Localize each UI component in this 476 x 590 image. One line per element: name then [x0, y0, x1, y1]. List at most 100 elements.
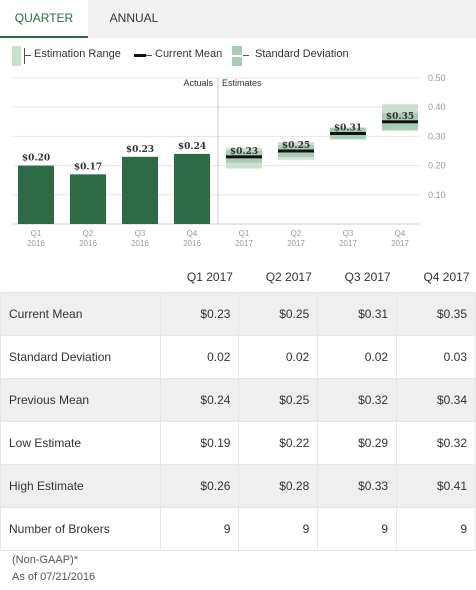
table-row: Current Mean $0.23 $0.25 $0.31 $0.35 [0, 291, 476, 336]
x-tick-year: 2017 [339, 239, 357, 248]
x-tick-quarter: Q4 [395, 229, 406, 238]
y-tick-label: 0.30 [428, 131, 446, 141]
estimate-value-label: $0.23 [230, 147, 258, 157]
x-tick-year: 2017 [235, 239, 253, 248]
header-q2-2017: Q2 2017 [238, 262, 318, 292]
estimate-mean-line [330, 131, 366, 135]
estimates-table: Q1 2017 Q2 2017 Q3 2017 Q4 2017 Current … [0, 262, 476, 551]
table-cell: $0.33 [317, 463, 398, 508]
legend-sd-label: Standard Deviation [255, 48, 349, 60]
x-tick-quarter: Q1 [239, 229, 250, 238]
estimate-mean-line [382, 120, 418, 124]
estimates-chart: 0.10 0.20 0.30 0.40 0.50 Actuals Estimates $… [12, 74, 446, 248]
table-row: Low Estimate $0.19 $0.22 $0.29 $0.32 [0, 420, 476, 465]
table-row: Standard Deviation 0.02 0.02 0.02 0.03 [0, 334, 476, 379]
table-cell: $0.32 [317, 377, 398, 422]
x-tick-year: 2017 [287, 239, 305, 248]
table-cell: $0.23 [159, 291, 240, 336]
legend-range-label: Estimation Range [34, 48, 121, 60]
row-label: Number of Brokers [0, 506, 161, 551]
table-cell: $0.26 [159, 463, 240, 508]
footer-notes: (Non-GAAP)* As of 07/21/2016 [12, 552, 95, 586]
tab-annual[interactable]: ANNUAL [109, 11, 159, 25]
sd-dash-icon [243, 55, 249, 56]
non-gaap-note: (Non-GAAP)* [12, 554, 79, 566]
table-row: Number of Brokers 9 9 9 9 [0, 506, 476, 551]
actual-value-label: $0.20 [22, 154, 50, 164]
header-q4-2017: Q4 2017 [396, 262, 476, 292]
table-cell: $0.19 [159, 420, 240, 465]
table-cell: 0.02 [159, 334, 240, 379]
table-cell: 0.03 [396, 334, 476, 379]
header-q1-2017: Q1 2017 [160, 262, 239, 292]
estimate-mean-line [226, 155, 262, 159]
x-tick-quarter: Q2 [83, 229, 94, 238]
table-cell: 0.02 [317, 334, 398, 379]
range-tick-icon [24, 48, 25, 64]
actual-value-label: $0.24 [178, 142, 206, 152]
table-cell: 0.02 [238, 334, 319, 379]
legend-mean-label: Current Mean [155, 48, 223, 60]
mean-line-icon [134, 54, 146, 57]
range-dash-icon [25, 55, 31, 56]
header-blank [0, 262, 161, 292]
actual-bar [18, 165, 54, 224]
estimates-label: Estimates [222, 78, 262, 88]
y-tick-label: 0.40 [428, 102, 446, 112]
table-row: High Estimate $0.26 $0.28 $0.33 $0.41 [0, 463, 476, 508]
row-label: Current Mean [0, 291, 161, 336]
estimate-value-label: $0.35 [386, 112, 414, 122]
table-cell: 9 [317, 506, 398, 551]
tab-quarter[interactable]: QUARTER [0, 0, 88, 38]
x-tick-year: 2016 [27, 239, 45, 248]
table-cell: $0.22 [238, 420, 319, 465]
actual-bar [174, 153, 210, 224]
chart-grid: 0.10 0.20 0.30 0.40 0.50 [12, 74, 446, 225]
table-cell: $0.28 [238, 463, 319, 508]
row-label: Standard Deviation [0, 334, 161, 379]
table-cell: $0.25 [238, 377, 319, 422]
row-label: Low Estimate [0, 420, 161, 465]
table-cell: $0.41 [396, 463, 476, 508]
x-tick-quarter: Q3 [135, 229, 146, 238]
table-cell: $0.25 [238, 291, 319, 336]
x-tick-quarter: Q2 [291, 229, 302, 238]
x-tick-year: 2017 [391, 239, 409, 248]
x-tick-year: 2016 [79, 239, 97, 248]
x-tick-year: 2016 [131, 239, 149, 248]
table-header-row: Q1 2017 Q2 2017 Q3 2017 Q4 2017 [0, 262, 476, 292]
table-cell: $0.31 [317, 291, 398, 336]
actuals-label: Actuals [183, 78, 213, 88]
table-cell: 9 [238, 506, 319, 551]
table-cell: $0.35 [396, 291, 476, 336]
actual-bar [70, 174, 106, 224]
period-tabs: QUARTER ANNUAL [0, 0, 476, 38]
actual-value-label: $0.23 [126, 145, 154, 155]
table-cell: $0.29 [317, 420, 398, 465]
estimate-value-label: $0.25 [282, 141, 310, 151]
actual-bar [122, 156, 158, 224]
table-cell: $0.32 [396, 420, 476, 465]
x-tick-year: 2016 [183, 239, 201, 248]
chart-marks: $0.20Q12016$0.17Q22016$0.23Q32016$0.24Q4… [18, 104, 418, 248]
range-swatch-icon [12, 46, 21, 66]
x-tick-quarter: Q1 [31, 229, 42, 238]
table-row: Previous Mean $0.24 $0.25 $0.32 $0.34 [0, 377, 476, 422]
y-tick-label: 0.10 [428, 190, 446, 200]
row-label: High Estimate [0, 463, 161, 508]
table-cell: 9 [159, 506, 240, 551]
header-q3-2017: Q3 2017 [317, 262, 397, 292]
estimates-table-wrap: Q1 2017 Q2 2017 Q3 2017 Q4 2017 Current … [0, 262, 476, 551]
x-tick-quarter: Q3 [343, 229, 354, 238]
sd-swatch-icon [232, 46, 242, 66]
y-tick-label: 0.50 [428, 74, 446, 83]
y-tick-label: 0.20 [428, 161, 446, 171]
estimate-mean-line [278, 149, 314, 153]
table-cell: $0.34 [396, 377, 476, 422]
x-tick-quarter: Q4 [187, 229, 198, 238]
mean-dash-icon [146, 55, 152, 56]
row-label: Previous Mean [0, 377, 161, 422]
as-of-date: As of 07/21/2016 [12, 571, 96, 583]
estimate-value-label: $0.31 [334, 123, 362, 133]
table-cell: $0.24 [159, 377, 240, 422]
